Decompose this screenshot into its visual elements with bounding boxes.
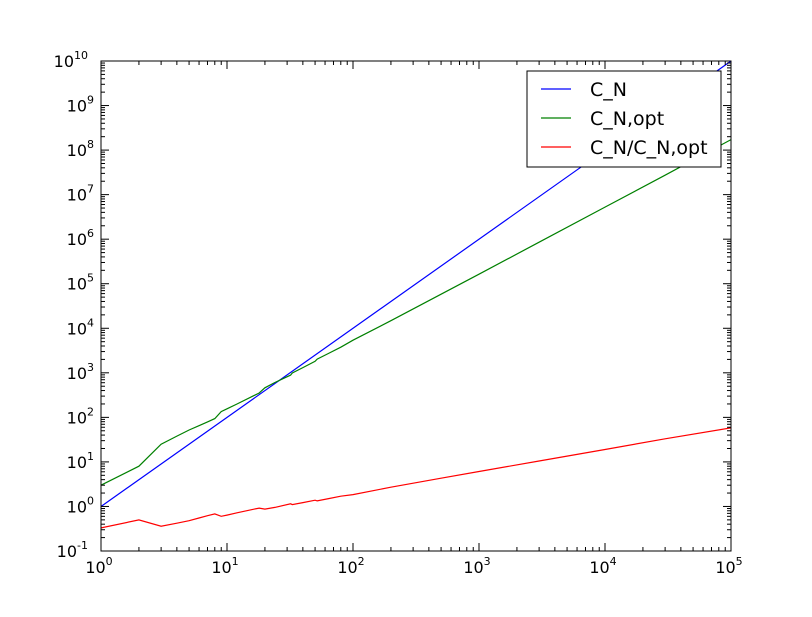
x-tick-label: 101: [211, 555, 238, 577]
x-tick-label: 104: [589, 555, 616, 577]
legend: C_N C_N,opt C_N/C_N,opt: [526, 70, 722, 168]
x-tick-label: 100: [85, 555, 112, 577]
series-line-2: [101, 427, 731, 529]
series-line-1: [101, 139, 731, 486]
y-tick-label: 102: [67, 405, 94, 427]
y-tick-label: 109: [67, 94, 94, 116]
y-tick-label: 10-1: [57, 539, 88, 561]
x-tick-label: 105: [715, 555, 742, 577]
x-tick-label: 103: [463, 555, 490, 577]
legend-label-0: C_N: [590, 79, 627, 101]
y-tick-label: 104: [67, 316, 94, 338]
y-tick-label: 101: [67, 450, 94, 472]
axes-frame: [100, 60, 732, 552]
ticks-layer: 100 101 102 103 104 10510-1100101102103104105…: [54, 49, 743, 577]
y-tick-label: 106: [67, 227, 94, 249]
x-tick-label: 102: [337, 555, 364, 577]
y-tick-label: 107: [67, 183, 94, 205]
legend-box: [526, 70, 722, 168]
legend-label-1: C_N,opt: [590, 108, 664, 130]
legend-label-2: C_N/C_N,opt: [590, 137, 708, 159]
y-tick-label: 1010: [54, 49, 88, 71]
y-tick-label: 100: [67, 494, 94, 516]
y-tick-label: 103: [67, 361, 94, 383]
y-tick-label: 105: [67, 272, 94, 294]
y-tick-label: 108: [67, 138, 94, 160]
